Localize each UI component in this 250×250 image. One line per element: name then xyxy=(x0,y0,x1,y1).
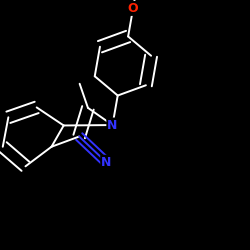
Text: N: N xyxy=(101,156,112,169)
Text: N: N xyxy=(107,118,118,132)
Text: O: O xyxy=(128,2,138,15)
